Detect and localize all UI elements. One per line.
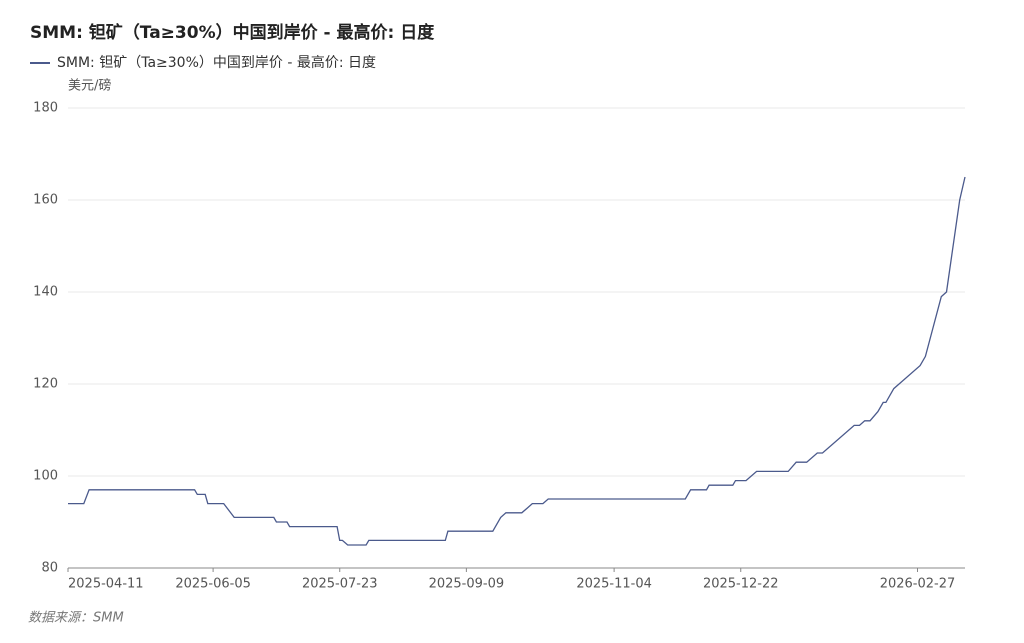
legend-label: SMM: 钽矿（Ta≥30%）中国到岸价 - 最高价: 日度 [57, 54, 376, 71]
line-series [68, 176, 966, 546]
source-note: 数据来源：SMM [28, 611, 124, 626]
x-tick-label: 2025-09-09 [429, 577, 505, 592]
x-tick-label: 2025-12-22 [703, 577, 779, 592]
x-tick-label: 2025-07-23 [302, 577, 378, 592]
x-tick-label: 2025-11-04 [576, 577, 652, 592]
y-tick-label: 140 [33, 285, 58, 300]
y-tick-label: 160 [33, 193, 58, 208]
chart-title: SMM: 钽矿（Ta≥30%）中国到岸价 - 最高价: 日度 [30, 22, 435, 43]
y-tick-label: 80 [41, 561, 58, 576]
y-tick-label: 120 [33, 377, 58, 392]
y-tick-label: 180 [33, 101, 58, 116]
x-tick-label: 2025-04-11 [68, 577, 144, 592]
y-tick-label: 100 [33, 469, 58, 484]
x-tick-label: 2026-02-27 [880, 577, 956, 592]
x-tick-label: 2025-06-05 [175, 577, 251, 592]
y-axis-label: 美元/磅 [68, 78, 111, 94]
